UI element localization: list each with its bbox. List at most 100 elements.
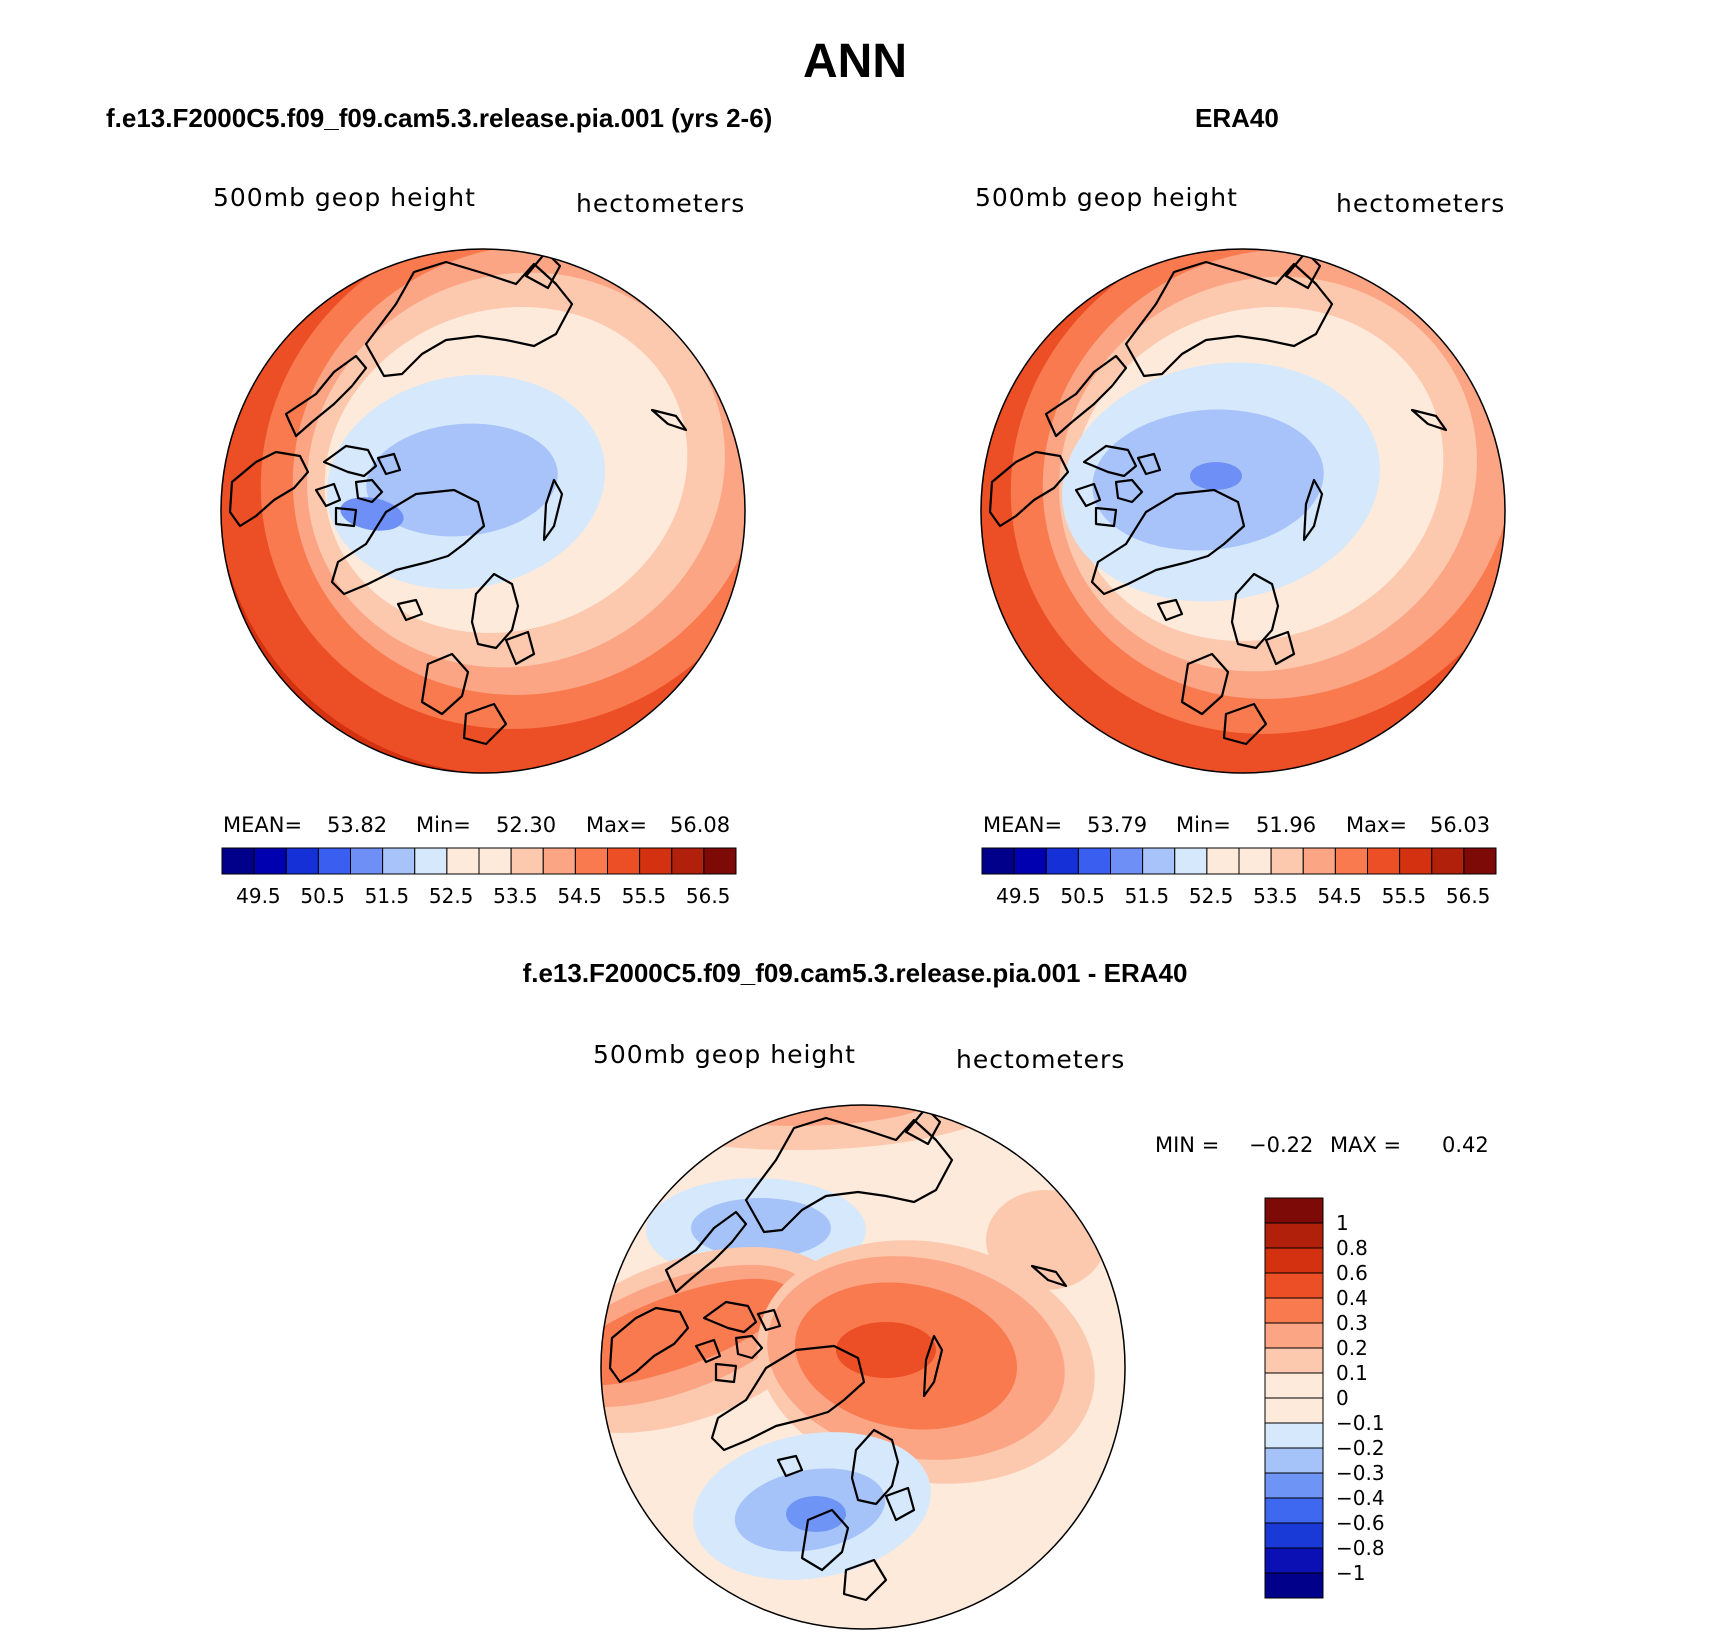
- colorbar-swatch: [414, 847, 448, 875]
- colorbar-level-label: 0.4: [1336, 1286, 1368, 1310]
- colorbar-swatch: [1264, 1547, 1324, 1574]
- colorbar-swatch: [1110, 847, 1144, 875]
- colorbar-swatch: [1264, 1322, 1324, 1349]
- contour-region: [986, 1190, 1106, 1290]
- panel-1-max-value: 56.08: [670, 813, 731, 837]
- panel-3-units: hectometers: [956, 1045, 1126, 1074]
- contour-region: [786, 1496, 846, 1532]
- colorbar-swatch: [221, 847, 255, 875]
- colorbar-swatch: [1302, 847, 1336, 875]
- colorbar-swatch: [574, 847, 608, 875]
- panel-3-colorbar: [1264, 1197, 1324, 1599]
- panel-2-variable: 500mb geop height: [975, 183, 1238, 212]
- panel-2-min-label: Min=: [1176, 813, 1231, 837]
- colorbar-swatch: [981, 847, 1015, 875]
- panel-1-title: f.e13.F2000C5.f09_f09.cam5.3.release.pia…: [106, 103, 773, 133]
- colorbar-tick-label: 56.5: [685, 884, 731, 908]
- colorbar-swatch: [382, 847, 416, 875]
- coastline: [1114, 478, 1144, 504]
- coastline: [524, 250, 562, 290]
- coastline: [608, 1306, 690, 1384]
- colorbar-level-label: −0.8: [1336, 1536, 1385, 1560]
- coastline: [376, 452, 402, 476]
- colorbar-level-label: −0.6: [1336, 1511, 1385, 1535]
- coastline: [542, 478, 564, 542]
- coastline: [284, 354, 368, 438]
- colorbar-swatch: [510, 847, 544, 875]
- coastline: [1410, 408, 1448, 432]
- colorbar-tick-label: 50.5: [300, 884, 345, 908]
- colorbar-tick-label: 54.5: [1317, 884, 1362, 908]
- panel-3-max-value: 0.42: [1442, 1133, 1489, 1157]
- colorbar-level-label: −0.4: [1336, 1486, 1385, 1510]
- colorbar-swatch: [1142, 847, 1176, 875]
- colorbar-swatch: [1264, 1247, 1324, 1274]
- panel-2-units: hectometers: [1336, 189, 1506, 218]
- colorbar-tick-label: 53.5: [1253, 884, 1298, 908]
- panel-3-max-label: MAX =: [1330, 1133, 1402, 1157]
- map-border: [220, 248, 746, 774]
- map-border: [980, 248, 1506, 774]
- contour-region: [601, 1278, 790, 1386]
- colorbar-tick-label: 52.5: [428, 884, 474, 908]
- colorbar-level-label: 0: [1336, 1386, 1349, 1410]
- colorbar-swatch: [1077, 847, 1111, 875]
- coastline: [988, 450, 1070, 528]
- coastline: [1044, 354, 1128, 438]
- coastline: [1082, 444, 1138, 478]
- panel-1-min-label: Min=: [416, 813, 471, 837]
- coastline: [1124, 260, 1334, 378]
- coastline: [1136, 452, 1162, 476]
- colorbar-tick-label: 53.5: [493, 884, 538, 908]
- colorbar-swatch: [1045, 847, 1079, 875]
- panel-3-min-label: MIN =: [1155, 1133, 1220, 1157]
- colorbar-swatch: [285, 847, 319, 875]
- colorbar-swatch: [671, 847, 705, 875]
- colorbar-swatch: [1264, 1572, 1324, 1599]
- colorbar-tick-label: 55.5: [1381, 884, 1427, 908]
- colorbar-level-label: 0.6: [1336, 1261, 1368, 1285]
- coastline: [650, 408, 688, 432]
- coastline: [884, 1486, 916, 1522]
- coastline: [714, 1362, 738, 1384]
- coastline: [800, 1508, 850, 1572]
- colorbar-swatch: [542, 847, 576, 875]
- panel-1-colorbar: [221, 847, 737, 875]
- coastline: [850, 1428, 900, 1506]
- coastline: [470, 572, 520, 650]
- colorbar-swatch: [1264, 1347, 1324, 1374]
- coastline: [420, 652, 470, 716]
- coastline: [1030, 1264, 1068, 1288]
- coastline: [228, 450, 310, 528]
- colorbar-tick-label: 55.5: [621, 884, 667, 908]
- colorbar-swatch: [317, 847, 351, 875]
- colorbar-tick-label: 54.5: [557, 884, 602, 908]
- colorbar-tick-label: 51.5: [364, 884, 410, 908]
- coastline: [314, 482, 342, 508]
- panel-1-mean-label: MEAN=: [223, 813, 303, 837]
- colorbar-swatch: [350, 847, 384, 875]
- colorbar-swatch: [1264, 1197, 1324, 1224]
- colorbar-swatch: [1463, 847, 1497, 875]
- coastline: [1230, 572, 1280, 650]
- coastline: [334, 506, 358, 528]
- coastline: [364, 260, 574, 378]
- colorbar-level-label: 0.1: [1336, 1361, 1368, 1385]
- coastline: [1222, 702, 1268, 746]
- colorbar-swatch: [1264, 1397, 1324, 1424]
- colorbar-swatch: [1264, 1472, 1324, 1499]
- colorbar-tick-label: 52.5: [1188, 884, 1234, 908]
- main-title: ANN: [803, 35, 907, 88]
- contour-region: [1190, 462, 1242, 490]
- coastline: [1094, 506, 1118, 528]
- colorbar-swatch: [1206, 847, 1240, 875]
- coastline: [734, 1334, 764, 1360]
- colorbar-swatch: [1238, 847, 1272, 875]
- coastline: [664, 1210, 748, 1294]
- colorbar-swatch: [1264, 1422, 1324, 1449]
- panel-2-mean-label: MEAN=: [983, 813, 1063, 837]
- panel-3-variable: 500mb geop height: [593, 1040, 856, 1069]
- coastline: [744, 1116, 954, 1234]
- colorbar-level-label: 1: [1336, 1211, 1349, 1235]
- coastline: [776, 1454, 804, 1478]
